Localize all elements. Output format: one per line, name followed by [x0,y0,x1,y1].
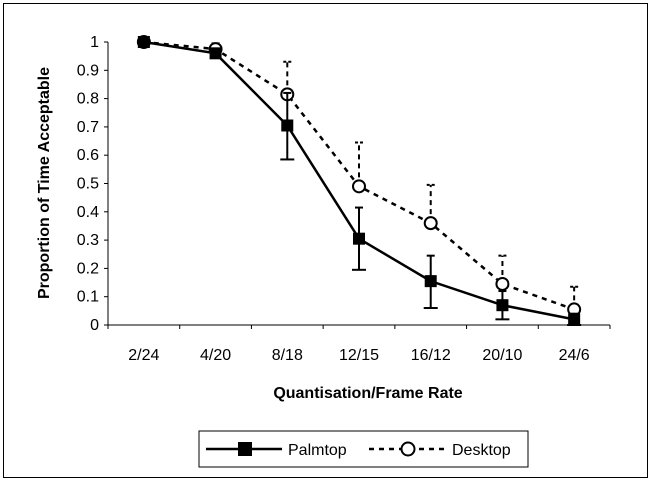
desktop-point [423,216,438,231]
legend-palmtop-label: Palmtop [288,442,347,459]
y-tick-label: 0.6 [77,147,99,164]
y-tick-label: 0.9 [77,62,99,79]
y-tick-label: 0 [90,317,99,334]
desktop-point [495,276,510,291]
legend-desktop-label: Desktop [452,442,511,459]
y-tick-label: 0.3 [77,232,99,249]
legend-desktop-marker [400,441,416,457]
palmtop-point [424,275,437,288]
legend-palmtop-marker [238,442,252,456]
x-tick-label: 24/6 [559,347,590,364]
y-tick-label: 0.4 [77,204,99,221]
x-tick-label: 4/20 [200,347,231,364]
y-axis-title: Proportion of Time Acceptable [36,67,53,299]
x-tick-label: 20/10 [482,347,522,364]
palmtop-point [209,47,222,60]
y-tick-label: 1 [90,34,99,51]
y-tick-label: 0.8 [77,91,99,108]
palmtop-point [281,119,294,132]
palmtop-point [568,313,581,326]
x-axis-title: Quantisation/Frame Rate [273,385,462,402]
x-tick-label: 2/24 [128,347,159,364]
y-tick-label: 0.2 [77,260,99,277]
palmtop-point [353,232,365,245]
desktop-point [352,179,366,194]
x-tick-label: 16/12 [411,347,451,364]
x-tick-label: 12/15 [339,347,379,364]
y-tick-label: 0.1 [77,289,99,306]
chart-frame [3,3,648,478]
palmtop-point [496,299,509,312]
legend-box [198,430,529,468]
y-tick-label: 0.5 [77,176,99,193]
y-tick-label: 0.7 [77,119,99,136]
x-tick-label: 8/18 [272,347,303,364]
palmtop-point [137,36,150,48]
